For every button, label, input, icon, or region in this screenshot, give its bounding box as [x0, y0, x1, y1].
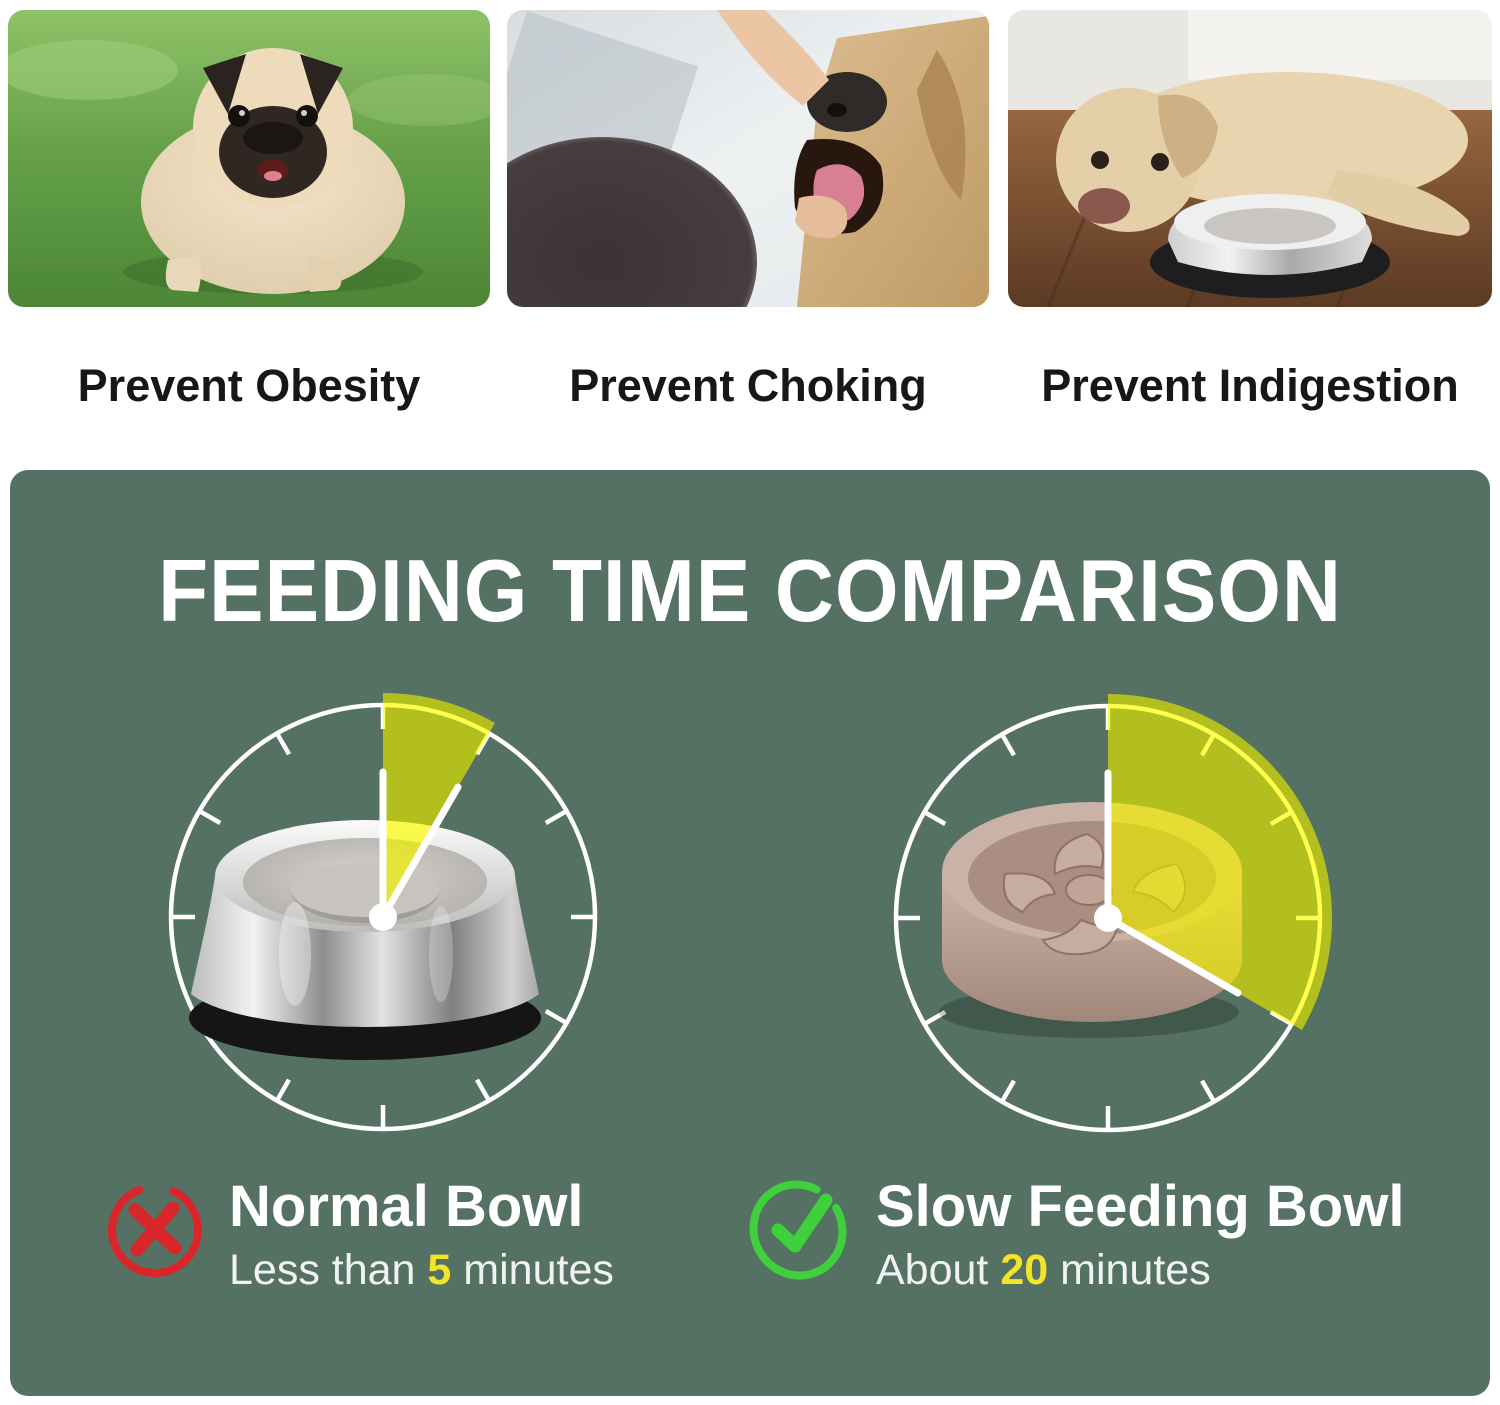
five-minute-wedge	[383, 693, 495, 917]
obesity-photo	[8, 10, 490, 307]
clock-overlay	[1094, 694, 1333, 1030]
normal-bowl-time: Less than 5 minutes	[229, 1246, 614, 1294]
dog-front-leg	[1326, 170, 1470, 236]
panel-title: FEEDING TIME COMPARISON	[158, 541, 1342, 640]
check-icon	[749, 1180, 847, 1280]
person-arm	[717, 10, 829, 106]
pug-ear	[203, 54, 246, 114]
slow-bowl-clock	[868, 678, 1348, 1158]
benefit-caption-choking: Prevent Choking	[569, 360, 927, 411]
minutes-value: 20	[1000, 1246, 1049, 1294]
clock-hands	[1104, 769, 1242, 997]
normal-bowl-clock	[143, 677, 623, 1157]
normal-bowl-label: Normal Bowl Less than 5 minutes	[105, 1178, 614, 1295]
dog-ear	[1158, 94, 1218, 178]
clock-center-dot	[1094, 904, 1122, 932]
comparison-panel: FEEDING TIME COMPARISON	[10, 470, 1490, 1396]
indigestion-photo	[1008, 10, 1492, 307]
cross-icon	[108, 1183, 202, 1277]
clock-center-dot	[369, 903, 397, 931]
mouth-check-illustration	[507, 10, 989, 307]
normal-bowl-title: Normal Bowl	[229, 1174, 584, 1239]
dog-ear	[917, 50, 966, 200]
clock-overlay	[369, 693, 495, 931]
person-hair	[507, 137, 757, 307]
clock-hands	[379, 768, 462, 921]
twenty-minute-wedge	[1108, 694, 1333, 1030]
minutes-value: 5	[427, 1246, 452, 1294]
benefit-caption-indigestion: Prevent Indigestion	[1041, 360, 1459, 411]
slow-bowl-time: About 20 minutes	[876, 1246, 1211, 1294]
sad-dog-illustration	[1008, 10, 1492, 307]
person-hand	[795, 195, 848, 239]
benefit-caption-obesity: Prevent Obesity	[77, 360, 421, 411]
choking-photo	[507, 10, 989, 307]
slow-bowl-title: Slow Feeding Bowl	[876, 1174, 1405, 1239]
pug-ear	[300, 54, 343, 114]
steel-bowl-mini	[1150, 194, 1390, 298]
slow-bowl-label: Slow Feeding Bowl About 20 minutes	[748, 1178, 1404, 1295]
dog-nose	[807, 72, 887, 132]
dog-nose	[1078, 188, 1130, 224]
stainless-steel-bowl	[189, 820, 541, 1060]
fat-pug-illustration	[8, 10, 490, 307]
